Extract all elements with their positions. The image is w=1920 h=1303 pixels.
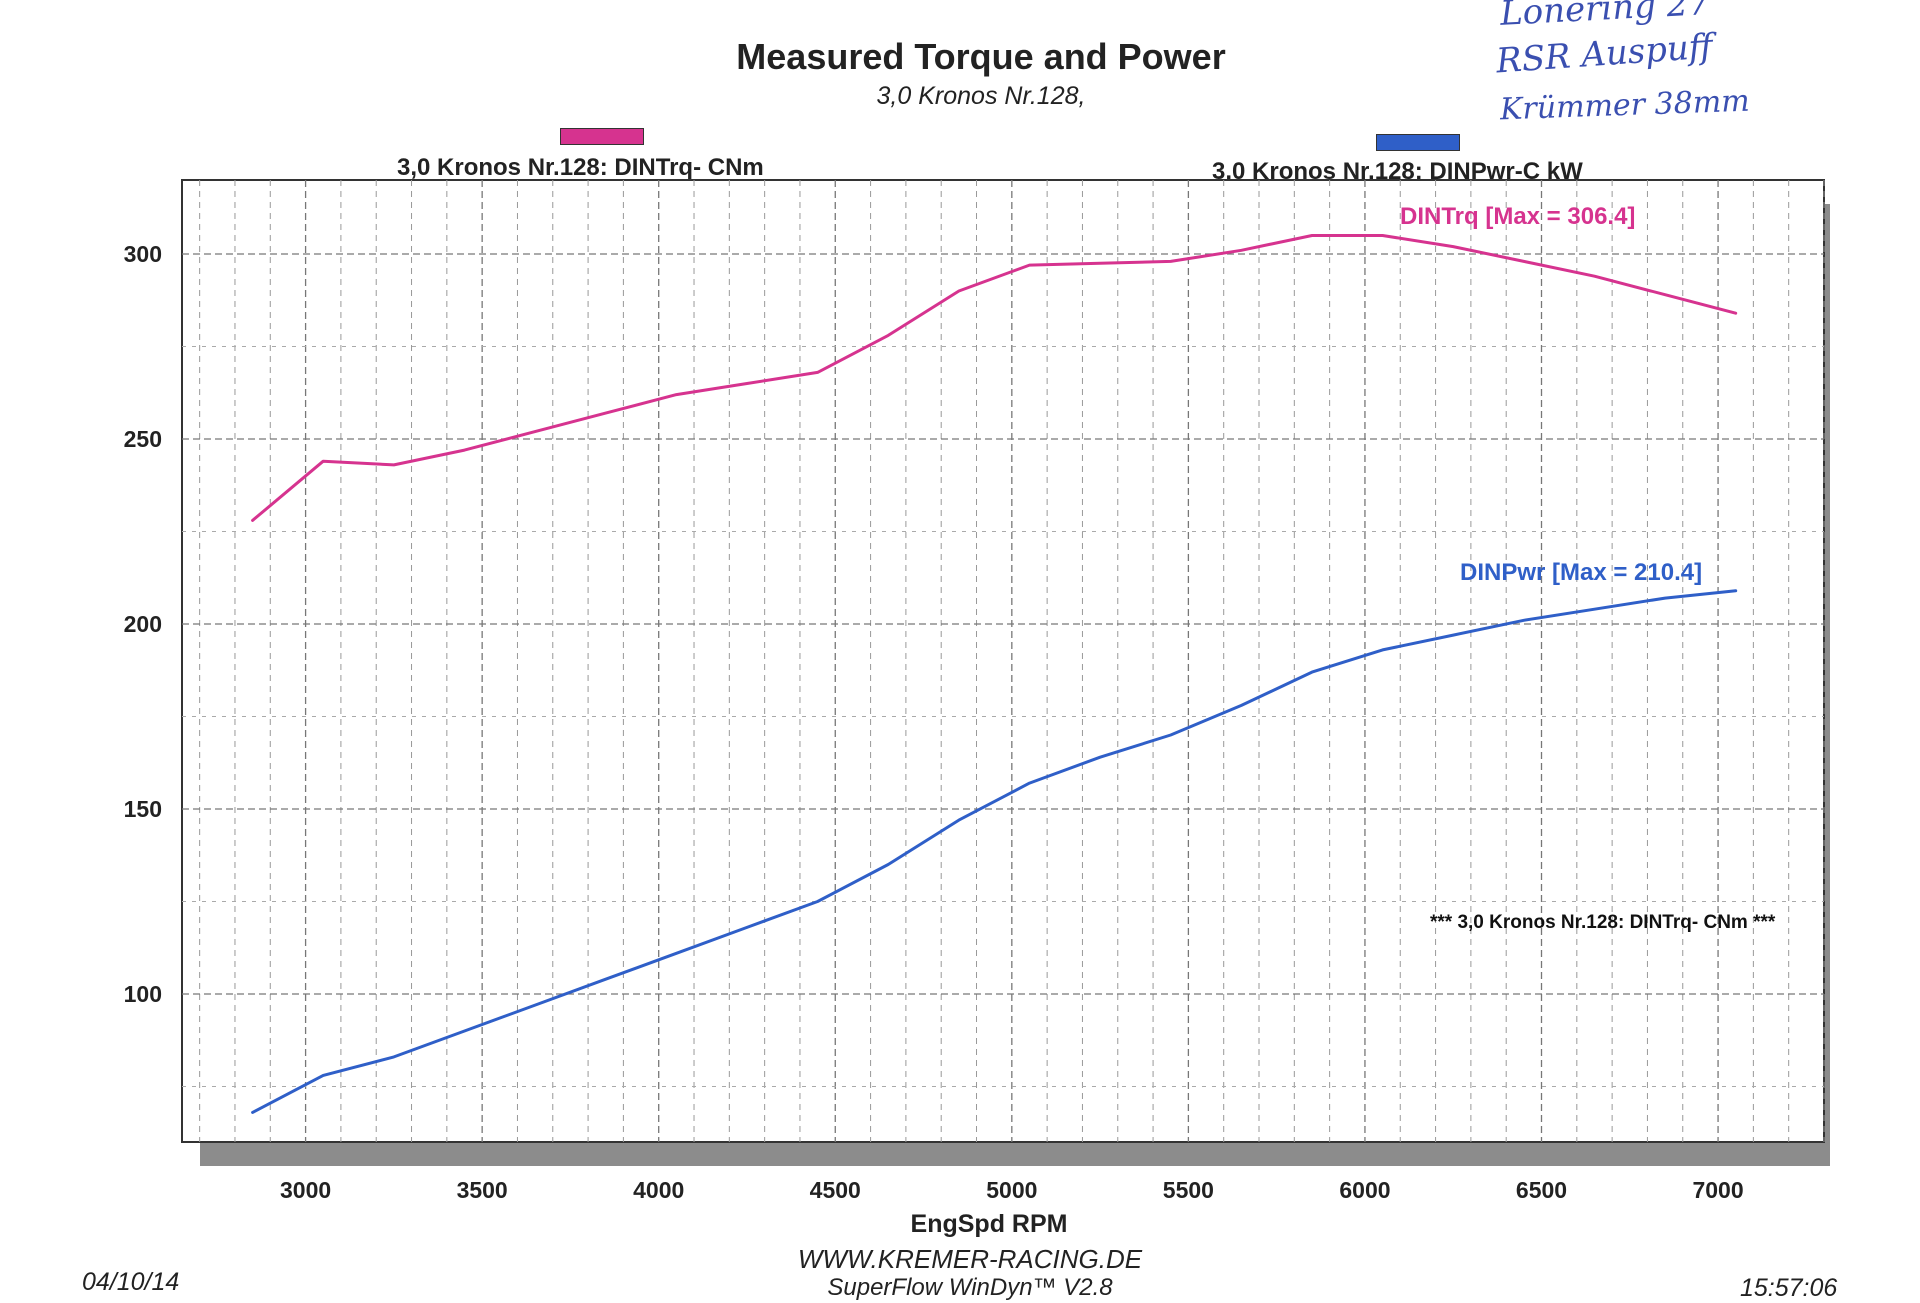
torque-max-annotation: DINTrq [Max = 306.4] — [1400, 203, 1635, 230]
plot-frame — [181, 179, 1825, 1143]
footer-time: 15:57:06 — [1740, 1274, 1838, 1302]
legend-label-torque: 3,0 Kronos Nr.128: DINTrq- CNm — [397, 154, 764, 181]
footer-software: SuperFlow WinDyn™ V2.8 — [827, 1274, 1113, 1301]
chart-title: Measured Torque and Power — [736, 36, 1226, 77]
y-tick-label: 100 — [124, 981, 162, 1007]
series-lines — [251, 234, 1738, 1114]
series-line-dinpwr — [251, 589, 1738, 1114]
x-tick-label: 4500 — [810, 1177, 861, 1203]
x-tick-label: 4000 — [633, 1177, 684, 1203]
x-tick-label: 6000 — [1339, 1177, 1390, 1203]
x-tick-label: 7000 — [1692, 1177, 1743, 1203]
run-label: *** 3,0 Kronos Nr.128: DINTrq- CNm *** — [1430, 912, 1776, 933]
x-tick-label: 5500 — [1163, 1177, 1214, 1203]
y-tick-label: 200 — [124, 611, 162, 637]
grid — [182, 180, 1825, 1142]
chart-subtitle: 3,0 Kronos Nr.128, — [876, 82, 1086, 110]
x-tick-label: 3000 — [280, 1177, 331, 1203]
y-tick-label: 250 — [124, 426, 162, 452]
x-tick-label: 5000 — [986, 1177, 1037, 1203]
legend-swatch-torque — [560, 128, 644, 145]
x-tick-label: 3500 — [457, 1177, 508, 1203]
series-line-dintrq — [251, 234, 1738, 522]
axis-ticks: 3000 3500 4000 4500 5000 5500 6000 6500 7000 100 1… — [124, 241, 1744, 1203]
power-max-annotation: DINPwr [Max = 210.4] — [1460, 559, 1702, 586]
x-axis-label: EngSpd RPM — [911, 1210, 1068, 1238]
footer-website: WWW.KREMER-RACING.DE — [797, 1244, 1143, 1274]
x-tick-label: 6500 — [1516, 1177, 1567, 1203]
legend-swatch-power — [1376, 134, 1460, 151]
y-tick-label: 150 — [124, 796, 162, 822]
y-tick-label: 300 — [124, 241, 162, 267]
